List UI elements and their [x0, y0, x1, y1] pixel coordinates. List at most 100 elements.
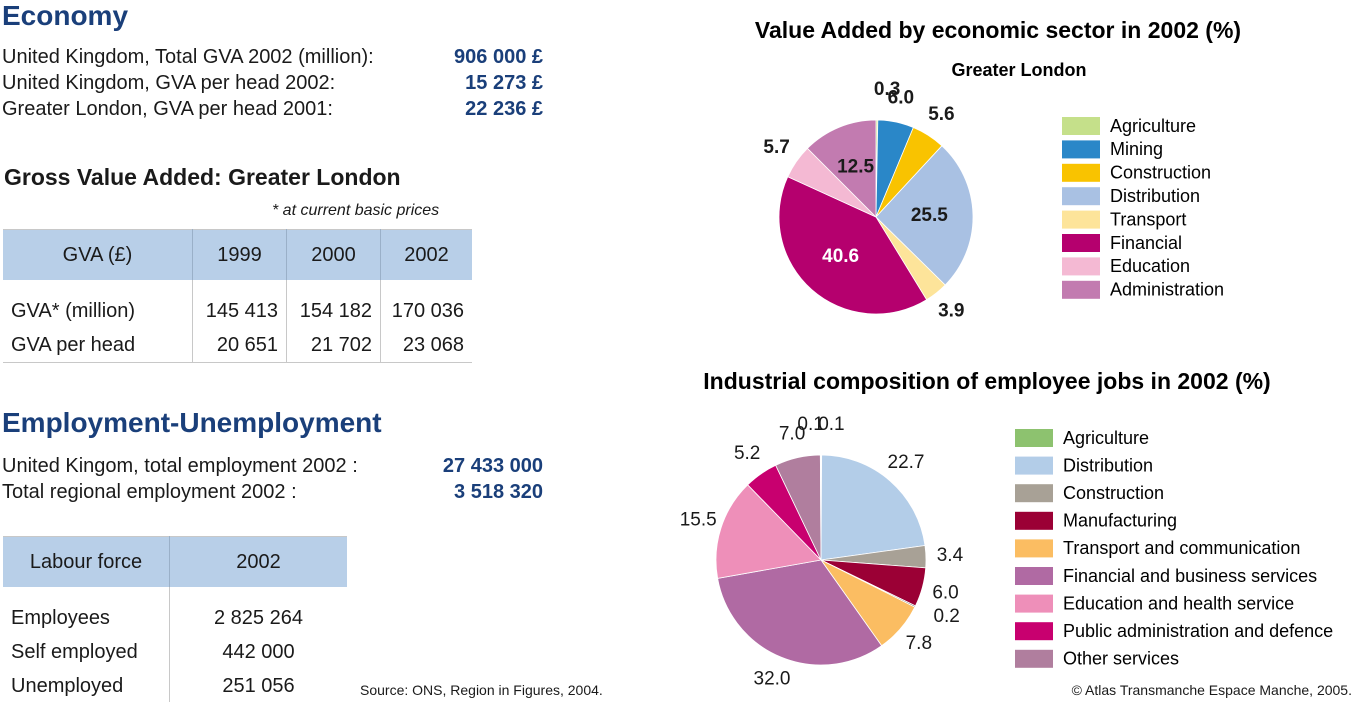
table-cell: 145 413 — [192, 280, 287, 328]
info-value: 906 000 £ — [454, 46, 543, 68]
legend-label: Distribution — [1110, 186, 1200, 206]
legend-swatch — [1015, 622, 1053, 641]
legend-label: Education and health service — [1063, 593, 1294, 613]
data-label: 25.5 — [911, 205, 948, 226]
table-cell: Unemployed — [3, 669, 170, 702]
info-label: United Kingdom, GVA per head 2002: — [2, 72, 336, 94]
info-value: 22 236 £ — [465, 98, 543, 120]
legend-swatch — [1015, 649, 1053, 668]
pie-slice — [875, 145, 974, 286]
legend-label: Transport and communication — [1063, 538, 1300, 558]
legend-label: Public administration and defence — [1063, 621, 1333, 641]
legend-swatch — [1062, 234, 1100, 252]
legend-label: Financial — [1110, 233, 1182, 253]
legend-label: Financial and business services — [1063, 566, 1317, 586]
info-value: 15 273 £ — [465, 72, 543, 94]
legend-swatch — [1062, 257, 1100, 276]
legend-label: Education — [1110, 256, 1190, 276]
pie-slice — [820, 454, 926, 561]
data-label: 5.6 — [928, 104, 954, 125]
chart-title: Value Added by economic sector in 2002 (… — [755, 17, 1241, 43]
legend-swatch — [1015, 567, 1053, 585]
legend-swatch — [1015, 429, 1053, 447]
legend-swatch — [1062, 187, 1100, 206]
legend-swatch — [1015, 594, 1053, 613]
pie-slice — [819, 454, 822, 561]
data-label: 15.5 — [680, 510, 717, 531]
legend-swatch — [1062, 140, 1100, 159]
table-header: 2000 — [286, 229, 381, 280]
info-label: United Kingdom, Total GVA 2002 (million)… — [2, 46, 374, 68]
table-cell: GVA* (million) — [3, 280, 193, 328]
chart-subtitle: Greater London — [951, 60, 1086, 80]
table-cell: GVA per head — [3, 328, 193, 363]
legend-label: Agriculture — [1063, 428, 1149, 448]
table-header: 2002 — [380, 229, 472, 280]
section-title: Economy — [2, 0, 129, 31]
table-cell: Employees — [3, 587, 170, 635]
pie-slice — [806, 119, 877, 218]
table-cell: 20 651 — [192, 328, 287, 363]
data-label: 7.0 — [779, 423, 805, 444]
data-label: 5.2 — [734, 443, 760, 464]
data-label: 22.7 — [888, 452, 925, 473]
table-header: Labour force — [3, 536, 170, 587]
table-header: 2002 — [169, 536, 347, 587]
legend-swatch — [1015, 484, 1053, 503]
legend-label: Construction — [1110, 163, 1211, 183]
pie-slice — [778, 176, 928, 315]
legend-swatch — [1062, 117, 1100, 135]
data-label: 3.4 — [937, 545, 964, 566]
info-value: 27 433 000 — [442, 455, 543, 477]
info-label: United Kingom, total employment 2002 : — [2, 455, 358, 477]
legend-label: Manufacturing — [1063, 511, 1177, 531]
legend-swatch — [1062, 210, 1100, 229]
legend-label: Other services — [1063, 649, 1179, 669]
legend-swatch — [1015, 539, 1053, 558]
table-cell: 154 182 — [286, 280, 381, 328]
legend-label: Agriculture — [1110, 116, 1196, 136]
table-note: * at current basic prices — [272, 202, 440, 219]
chart-title: Industrial composition of employee jobs … — [703, 368, 1270, 394]
data-label: 0.2 — [933, 606, 959, 627]
legend-label: Mining — [1110, 139, 1163, 159]
info-value: 3 518 320 — [454, 481, 543, 503]
data-label: 12.5 — [837, 157, 874, 178]
legend-swatch — [1015, 456, 1053, 475]
info-label: Greater London, GVA per head 2001: — [2, 98, 333, 120]
data-label: 6.0 — [888, 88, 914, 109]
labour-table: Labour force 2002 Employees 2 825 264 Self e… — [3, 536, 347, 702]
table-header: GVA (£) — [3, 229, 193, 280]
data-label: 0.1 — [818, 414, 844, 435]
legend-swatch — [1062, 163, 1100, 182]
section-title: Gross Value Added: Greater London — [4, 164, 401, 190]
table-cell: 170 036 — [391, 299, 464, 322]
data-label: 40.6 — [822, 246, 859, 267]
table-cell: 442 000 — [222, 640, 295, 663]
legend-swatch — [1015, 511, 1053, 530]
data-label: 32.0 — [754, 668, 791, 689]
legend-swatch — [1062, 280, 1100, 299]
source-note: Source: ONS, Region in Figures, 2004. — [360, 682, 603, 698]
table-cell: Self employed — [3, 635, 170, 669]
section-title: Employment-Unemployment — [2, 407, 382, 438]
table-cell: 251 056 — [222, 674, 295, 697]
table-cell: 21 702 — [286, 328, 381, 363]
table-cell: 2 825 264 — [214, 606, 303, 629]
legend-label: Construction — [1063, 483, 1164, 503]
copyright-note: © Atlas Transmanche Espace Manche, 2005. — [1071, 682, 1352, 698]
legend-label: Distribution — [1063, 455, 1153, 475]
pie-slice — [715, 484, 822, 579]
data-label: 3.9 — [938, 301, 964, 322]
info-label: Total regional employment 2002 : — [2, 481, 297, 503]
gva-table: GVA (£) 1999 2000 2002 GVA* (million) 145 413… — [3, 229, 472, 363]
table-cell: 23 068 — [402, 333, 464, 356]
table-header: 1999 — [192, 229, 287, 280]
legend-label: Transport — [1110, 209, 1186, 229]
data-label: 6.0 — [932, 583, 958, 604]
pie-slice — [717, 559, 883, 666]
data-label: 0.3 — [874, 79, 900, 100]
data-label: 7.8 — [906, 633, 932, 654]
